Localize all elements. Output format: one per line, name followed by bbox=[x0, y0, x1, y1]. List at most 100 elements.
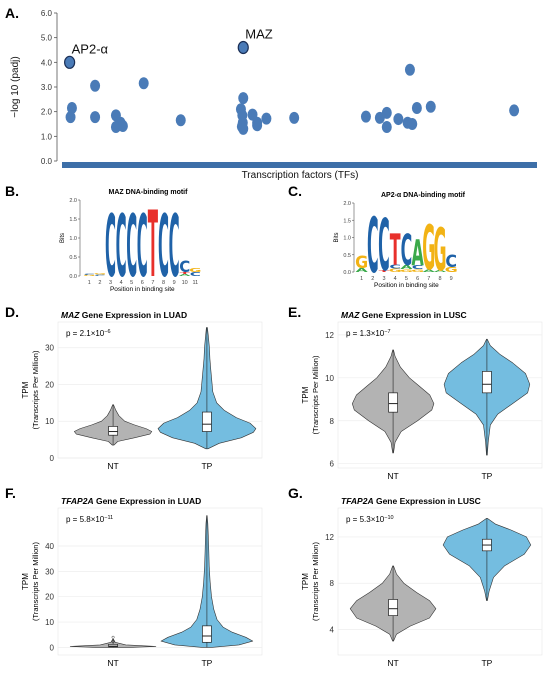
c-position-label: 6 bbox=[416, 276, 419, 282]
a-point bbox=[65, 111, 76, 124]
d-x-category-label: NT bbox=[107, 461, 118, 471]
g-y-tick-label: 4 bbox=[330, 626, 335, 635]
e-y-tick-label: 12 bbox=[325, 331, 334, 340]
c-position-label: 3 bbox=[382, 276, 385, 282]
c-logo-letter: T bbox=[379, 269, 390, 272]
b-position-label: 1 bbox=[88, 280, 91, 286]
a-highlight-point bbox=[64, 55, 76, 69]
f-outlier bbox=[111, 640, 115, 644]
d-p-value-exponent: −6 bbox=[104, 329, 110, 335]
b-position-label: 8 bbox=[162, 280, 165, 286]
c-logo-letter: C bbox=[367, 201, 379, 290]
f-p-value-exponent: −11 bbox=[104, 515, 113, 521]
c-logo-letter: C bbox=[378, 205, 390, 288]
chart-f-violin: TFAP2A Gene Expression in LUAD 0 10 20 30 40 p… bbox=[21, 496, 263, 668]
panel-letter-a: A. bbox=[5, 5, 19, 21]
a-x-axis-title: Transcription factors (TFs) bbox=[242, 170, 359, 181]
e-title-rest: Gene Expression in LUSC bbox=[359, 310, 466, 320]
chart-g-violin: TFAP2A Gene Expression in LUSC 4 8 12 p = 5.… bbox=[301, 496, 543, 668]
c-logo-letter: A bbox=[434, 269, 447, 272]
a-point bbox=[138, 77, 149, 90]
d-y-axis-title: TPM bbox=[21, 381, 30, 398]
f-title: TFAP2A Gene Expression in LUAD bbox=[61, 496, 201, 506]
c-logo-letter: C bbox=[445, 252, 457, 271]
panel-letter-g: G. bbox=[288, 485, 303, 501]
b-logo-letter: C bbox=[179, 258, 190, 276]
c-logo-letter: C bbox=[389, 263, 401, 270]
panel-letter-d: D. bbox=[5, 304, 19, 320]
d-title-rest: Gene Expression in LUAD bbox=[79, 310, 187, 320]
c-logo-letter: A bbox=[411, 234, 424, 274]
a-annotation-label: AP2-α bbox=[72, 41, 109, 56]
b-logo-letter: C bbox=[137, 197, 148, 297]
c-position-label: 9 bbox=[450, 276, 453, 282]
d-y-tick-label: 20 bbox=[45, 380, 54, 389]
chart-b-logo: MAZ DNA-binding motif 0.0 0.5 1.0 1.5 2.0 Bits… bbox=[60, 189, 201, 298]
c-position-label: 5 bbox=[405, 276, 408, 282]
a-point bbox=[289, 111, 300, 124]
b-position-label: 11 bbox=[192, 280, 198, 286]
a-y-tick-label: 1.0 bbox=[41, 132, 53, 141]
d-y-axis-subtitle: (Transcripts Per Million) bbox=[31, 350, 40, 429]
f-title-gene: TFAP2A bbox=[61, 496, 94, 506]
b-x-axis-title: Position in binding site bbox=[110, 286, 175, 293]
e-y-axis-title: TPM bbox=[301, 386, 310, 403]
b-position-label: 5 bbox=[130, 280, 133, 286]
panel-letter-c: C. bbox=[288, 183, 302, 199]
e-y-tick-label: 10 bbox=[325, 374, 334, 383]
g-x-category-label: NT bbox=[387, 658, 398, 668]
c-position-label: 8 bbox=[438, 276, 441, 282]
g-y-tick-label: 8 bbox=[330, 579, 335, 588]
f-y-tick-label: 40 bbox=[45, 542, 54, 551]
d-y-tick-label: 0 bbox=[50, 454, 55, 463]
b-logo-letter: G bbox=[94, 273, 106, 276]
a-point bbox=[381, 106, 392, 119]
g-title: TFAP2A Gene Expression in LUSC bbox=[341, 496, 481, 506]
d-title-gene: MAZ bbox=[61, 310, 80, 320]
b-logo-letter: A bbox=[179, 274, 192, 277]
b-logo-letter: T bbox=[180, 272, 191, 275]
a-point bbox=[411, 101, 422, 114]
c-logo-letter: G bbox=[389, 268, 402, 274]
g-p-value-base: p = 5.3×10 bbox=[346, 515, 385, 524]
c-y-tick-label: 0.5 bbox=[343, 253, 351, 259]
e-box-tp bbox=[482, 371, 492, 394]
a-point bbox=[238, 92, 249, 105]
f-p-value-base: p = 5.8×10 bbox=[66, 515, 105, 524]
b-logo-letter: G bbox=[189, 268, 201, 274]
d-title: MAZ Gene Expression in LUAD bbox=[61, 310, 187, 320]
c-logo-letter: C bbox=[401, 225, 413, 275]
d-x-category-label: TP bbox=[201, 461, 212, 471]
f-y-axis-title: TPM bbox=[21, 573, 30, 590]
a-point bbox=[261, 112, 272, 125]
f-y-axis-subtitle: (Transcripts Per Million) bbox=[31, 542, 40, 621]
d-p-value: p = 2.1×10−6 bbox=[66, 329, 111, 338]
c-title: AP2-α DNA-binding motif bbox=[381, 192, 466, 199]
a-y-tick-label: 6.0 bbox=[41, 9, 53, 18]
b-logo-letter: C bbox=[190, 271, 201, 277]
d-y-tick-label: 10 bbox=[45, 417, 54, 426]
f-x-category-label: TP bbox=[201, 658, 212, 668]
e-p-value-base: p = 1.3×10 bbox=[346, 329, 385, 338]
g-y-tick-label: 12 bbox=[325, 533, 334, 542]
panel-letter-e: E. bbox=[288, 304, 301, 320]
b-y-tick-label: 0.5 bbox=[69, 255, 77, 261]
a-y-tick-label: 3.0 bbox=[41, 83, 53, 92]
b-logo-letter: C bbox=[94, 274, 105, 277]
f-outlier bbox=[111, 635, 115, 639]
panel-letter-f: F. bbox=[5, 485, 16, 501]
f-y-tick-label: 0 bbox=[50, 643, 55, 652]
g-title-gene: TFAP2A bbox=[341, 496, 374, 506]
c-y-tick-label: 2.0 bbox=[343, 201, 351, 207]
d-y-tick-label: 30 bbox=[45, 344, 54, 353]
a-point bbox=[175, 114, 186, 127]
a-point bbox=[360, 110, 371, 123]
a-y-tick-label: 5.0 bbox=[41, 34, 53, 43]
b-logo-letter: T bbox=[148, 192, 158, 298]
g-y-axis-subtitle: (Transcripts Per Million) bbox=[311, 542, 320, 621]
c-logo-letter: G bbox=[445, 266, 458, 274]
b-logo-letter: C bbox=[84, 273, 95, 276]
b-logo-letter: G bbox=[83, 275, 95, 277]
c-position-label: 2 bbox=[371, 276, 374, 282]
